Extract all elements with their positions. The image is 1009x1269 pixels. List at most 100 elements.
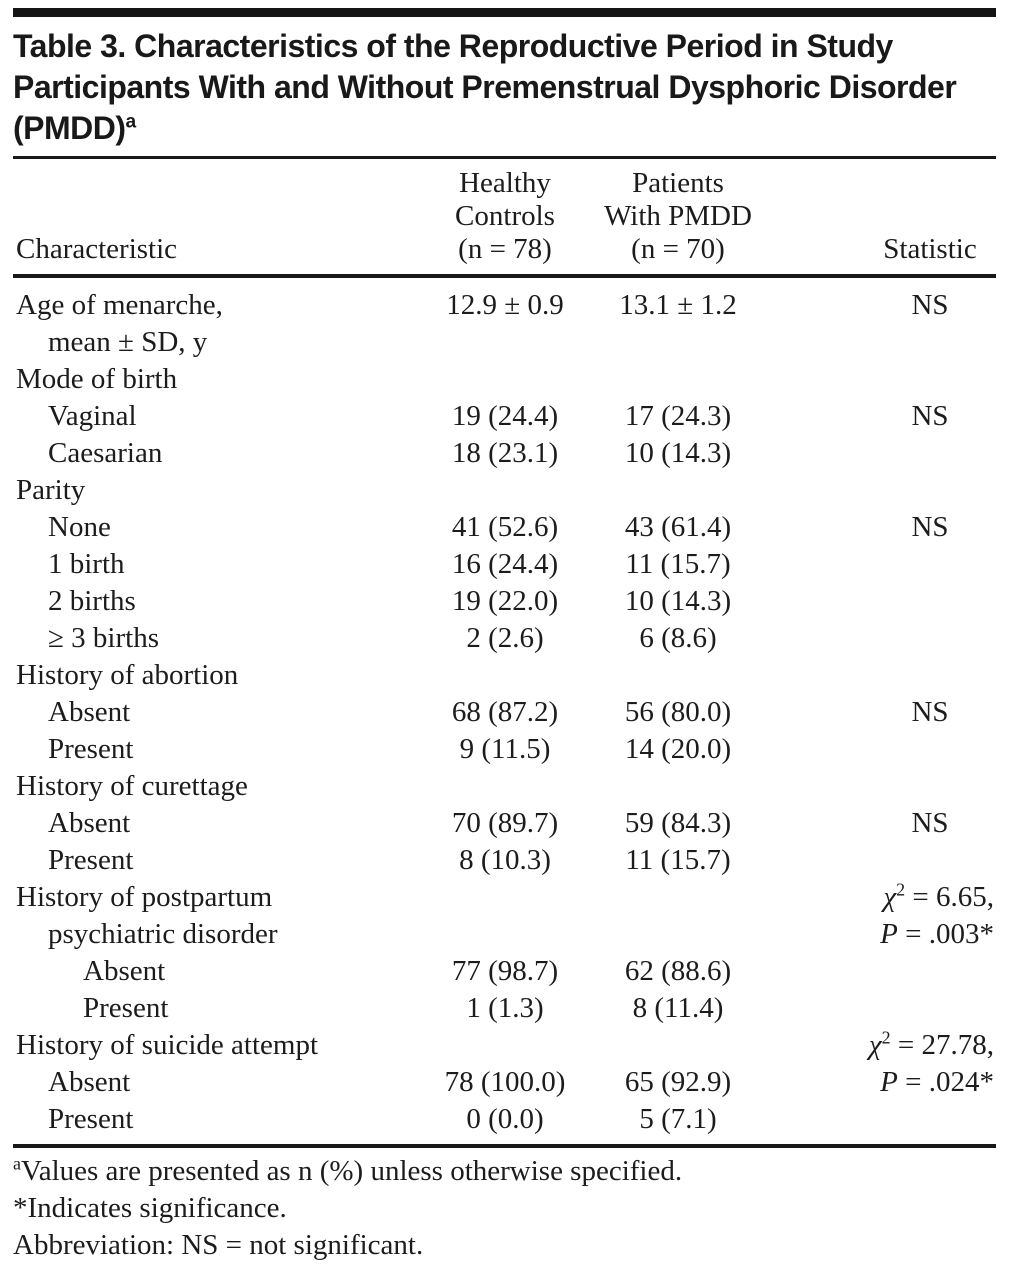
footnote-marker: a (13, 1153, 21, 1174)
table-row: Parity (13, 472, 996, 509)
table-row: Absent 78 (100.0) 65 (92.9) P = .024* (13, 1064, 996, 1101)
healthy-controls-value: 12.9 ± 0.9 (446, 289, 564, 321)
pmdd-value: 8 (11.4) (632, 992, 724, 1024)
table-row: Present 0 (0.0) 5 (7.1) (13, 1101, 996, 1138)
column-header-characteristic: Characteristic (13, 159, 420, 278)
healthy-controls-value: 8 (10.3) (459, 844, 551, 876)
row-label: Present (48, 1103, 134, 1135)
footnote-values: aValues are presented as n (%) unless ot… (13, 1153, 996, 1190)
healthy-controls-value (420, 472, 590, 509)
statistic-value (766, 953, 996, 990)
table-row: mean ± SD, y (13, 324, 996, 361)
footnote-marker: * (13, 1192, 28, 1224)
row-label: None (48, 511, 111, 543)
pmdd-value: 13.1 ± 1.2 (619, 289, 737, 321)
table-header: Characteristic Healthy Controls (n = 78)… (13, 159, 996, 278)
row-label: ≥ 3 births (48, 622, 159, 654)
table-row: None 41 (52.6) 43 (61.4) NS (13, 509, 996, 546)
statistic-value: NS (911, 807, 949, 839)
statistic-value (766, 324, 996, 361)
healthy-controls-value: 41 (52.6) (451, 511, 559, 543)
header-line: (n = 70) (631, 233, 725, 265)
pmdd-value (590, 657, 766, 694)
row-label: History of abortion (16, 659, 239, 691)
header-row: Characteristic Healthy Controls (n = 78)… (13, 159, 996, 278)
table-row: ≥ 3 births 2 (2.6) 6 (8.6) (13, 620, 996, 657)
pmdd-value: 59 (84.3) (624, 807, 732, 839)
row-label: Vaginal (48, 400, 137, 432)
row-label: Present (48, 733, 134, 765)
row-label: psychiatric disorder (48, 918, 278, 950)
footnote-text: Values are presented as n (%) unless oth… (20, 1155, 683, 1187)
healthy-controls-value: 18 (23.1) (451, 437, 559, 469)
table-row: History of curettage (13, 768, 996, 805)
pmdd-value (590, 324, 766, 361)
pmdd-value: 11 (15.7) (625, 548, 731, 580)
healthy-controls-value: 16 (24.4) (451, 548, 559, 580)
healthy-controls-value: 77 (98.7) (451, 955, 559, 987)
row-label: Caesarian (48, 437, 163, 469)
column-header-patients-pmdd: Patients With PMDD (n = 70) (590, 159, 766, 278)
statistic-value (766, 620, 996, 657)
table-row: History of abortion (13, 657, 996, 694)
statistic-value (766, 768, 996, 805)
statistic-value (766, 990, 996, 1027)
footnote-significance: *Indicates significance. (13, 1190, 996, 1227)
healthy-controls-value: 68 (87.2) (451, 696, 559, 728)
table-row: Present 9 (11.5) 14 (20.0) (13, 731, 996, 768)
row-label: Age of menarche, (16, 289, 223, 321)
table-body: Age of menarche, 12.9 ± 0.9 13.1 ± 1.2 NS me… (13, 276, 996, 1138)
statistic-value (766, 657, 996, 694)
table-row: Caesarian 18 (23.1) 10 (14.3) (13, 435, 996, 472)
row-label: Absent (48, 1066, 131, 1098)
pmdd-value: 10 (14.3) (624, 585, 732, 617)
title-rule (13, 156, 996, 159)
healthy-controls-value (420, 361, 590, 398)
statistic-value: χ2 = 27.78, (868, 1027, 994, 1061)
healthy-controls-value: 78 (100.0) (444, 1066, 566, 1098)
healthy-controls-value: 70 (89.7) (451, 807, 559, 839)
healthy-controls-value: 19 (22.0) (451, 585, 559, 617)
table-row: 2 births 19 (22.0) 10 (14.3) (13, 583, 996, 620)
footnote-rule (13, 1144, 996, 1148)
row-label: Absent (48, 696, 131, 728)
pmdd-value: 17 (24.3) (624, 400, 732, 432)
healthy-controls-value: 0 (0.0) (466, 1103, 544, 1135)
table-title-text: Table 3. Characteristics of the Reproduc… (13, 28, 957, 146)
table-row: 1 birth 16 (24.4) 11 (15.7) (13, 546, 996, 583)
healthy-controls-value: 9 (11.5) (459, 733, 551, 765)
healthy-controls-value: 2 (2.6) (466, 622, 544, 654)
statistic-value (766, 583, 996, 620)
statistic-value (766, 435, 996, 472)
footnote-text: Indicates significance. (27, 1192, 287, 1224)
footnotes: aValues are presented as n (%) unless ot… (13, 1148, 996, 1266)
pmdd-value: 5 (7.1) (639, 1103, 717, 1135)
data-table: Characteristic Healthy Controls (n = 78)… (13, 159, 996, 1138)
footnote-abbreviation: Abbreviation: NS = not significant. (13, 1227, 996, 1264)
row-label: Parity (16, 474, 86, 506)
healthy-controls-value (420, 324, 590, 361)
header-line: Controls (455, 200, 555, 232)
table-title: Table 3. Characteristics of the Reproduc… (13, 26, 996, 149)
row-label: 1 birth (48, 548, 125, 580)
row-label: Absent (48, 807, 131, 839)
pmdd-value: 6 (8.6) (639, 622, 717, 654)
pmdd-value: 43 (61.4) (624, 511, 732, 543)
table-row: History of suicide attempt χ2 = 27.78, (13, 1027, 996, 1064)
table-row: Absent 68 (87.2) 56 (80.0) NS (13, 694, 996, 731)
table-title-footnote-marker: a (125, 111, 137, 133)
healthy-controls-value (420, 657, 590, 694)
row-label: Absent (83, 955, 166, 987)
pmdd-value (590, 472, 766, 509)
pmdd-value: 62 (88.6) (624, 955, 732, 987)
statistic-value: NS (911, 400, 949, 432)
healthy-controls-value: 19 (24.4) (451, 400, 559, 432)
pmdd-value (590, 1027, 766, 1064)
table-row: psychiatric disorder P = .003* (13, 916, 996, 953)
top-rule (13, 8, 996, 17)
statistic-value: NS (911, 289, 949, 321)
table-row: Age of menarche, 12.9 ± 0.9 13.1 ± 1.2 NS (13, 276, 996, 324)
statistic-value: P = .003* (880, 918, 994, 950)
row-label: History of postpartum (16, 881, 273, 913)
